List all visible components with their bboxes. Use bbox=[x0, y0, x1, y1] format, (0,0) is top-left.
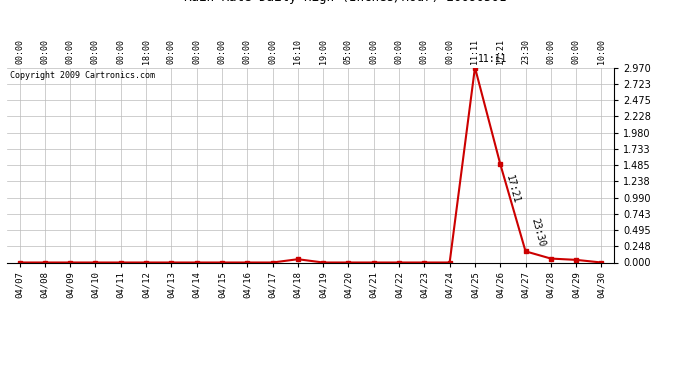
Text: 05:00: 05:00 bbox=[344, 39, 353, 64]
Text: 19:00: 19:00 bbox=[319, 39, 328, 64]
Text: 17:21: 17:21 bbox=[504, 174, 522, 205]
Text: 00:00: 00:00 bbox=[420, 39, 429, 64]
Text: 00:00: 00:00 bbox=[546, 39, 555, 64]
Text: 00:00: 00:00 bbox=[571, 39, 581, 64]
Text: Copyright 2009 Cartronics.com: Copyright 2009 Cartronics.com bbox=[10, 71, 155, 80]
Text: 00:00: 00:00 bbox=[66, 39, 75, 64]
Text: 00:00: 00:00 bbox=[268, 39, 277, 64]
Text: 16:10: 16:10 bbox=[293, 39, 302, 64]
Text: 23:30: 23:30 bbox=[521, 39, 530, 64]
Text: 00:00: 00:00 bbox=[15, 39, 24, 64]
Text: 11:11: 11:11 bbox=[471, 39, 480, 64]
Text: 00:00: 00:00 bbox=[192, 39, 201, 64]
Text: 00:00: 00:00 bbox=[395, 39, 404, 64]
Text: 00:00: 00:00 bbox=[369, 39, 378, 64]
Text: 00:00: 00:00 bbox=[91, 39, 100, 64]
Text: 23:30: 23:30 bbox=[529, 217, 546, 248]
Text: 00:00: 00:00 bbox=[116, 39, 126, 64]
Text: 00:00: 00:00 bbox=[40, 39, 50, 64]
Text: 00:00: 00:00 bbox=[167, 39, 176, 64]
Text: Rain Rate Daily High (Inches/Hour) 20090501: Rain Rate Daily High (Inches/Hour) 20090… bbox=[184, 0, 506, 4]
Text: 11:11: 11:11 bbox=[477, 54, 507, 64]
Text: 00:00: 00:00 bbox=[217, 39, 226, 64]
Text: 00:00: 00:00 bbox=[445, 39, 454, 64]
Text: 10:00: 10:00 bbox=[597, 39, 606, 64]
Text: 00:00: 00:00 bbox=[243, 39, 252, 64]
Text: 17:21: 17:21 bbox=[495, 39, 505, 64]
Text: 18:00: 18:00 bbox=[141, 39, 150, 64]
